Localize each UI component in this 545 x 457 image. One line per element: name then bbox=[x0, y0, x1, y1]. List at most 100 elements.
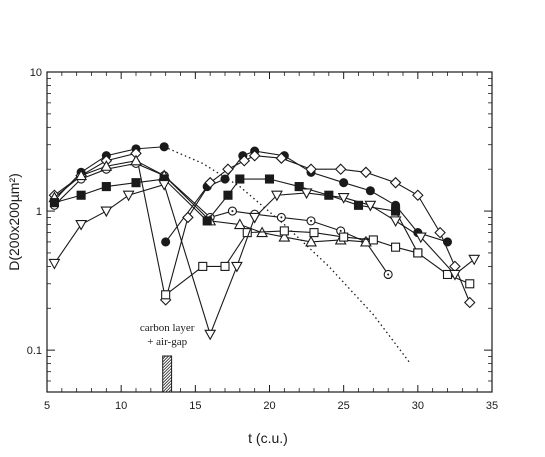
marker-filled-square bbox=[101, 182, 111, 192]
series-group bbox=[48, 142, 481, 365]
y-axis-label: D(200x200µm²) bbox=[6, 173, 22, 271]
marker-open-square bbox=[413, 248, 423, 258]
series-line bbox=[54, 178, 419, 254]
annotation-hatch bbox=[162, 364, 172, 375]
marker-open-triangle-down bbox=[230, 261, 243, 273]
annotation-hatch bbox=[162, 379, 172, 390]
marker-open-square bbox=[339, 232, 349, 242]
marker-open-triangle-up bbox=[305, 235, 317, 247]
x-tick-label: 10 bbox=[115, 400, 127, 412]
series-dotted-1 bbox=[163, 146, 411, 365]
series-open-triangle-down-8 bbox=[48, 180, 481, 341]
marker-filled-square bbox=[202, 216, 212, 226]
x-tick-label: 35 bbox=[486, 400, 498, 412]
marker-filled-square bbox=[294, 182, 304, 192]
marker-diamond bbox=[334, 163, 347, 175]
marker-filled-square bbox=[76, 190, 86, 200]
x-axis-label: t (c.u.) bbox=[248, 430, 288, 446]
annotation-hatch bbox=[162, 358, 172, 369]
x-tick-label: 5 bbox=[44, 400, 50, 412]
marker-open-triangle-down bbox=[248, 212, 261, 224]
marker-filled-circle bbox=[161, 237, 171, 247]
marker-open-circle-dot bbox=[231, 210, 234, 213]
marker-diamond bbox=[248, 149, 261, 162]
annotation-hatch bbox=[162, 356, 172, 366]
axes: 5 10 15 20 25 30 35 0.1 1 10 bbox=[27, 67, 498, 412]
marker-open-triangle-down bbox=[414, 232, 427, 244]
x-tick-label: 20 bbox=[263, 400, 275, 412]
marker-diamond bbox=[204, 176, 216, 189]
marker-open-triangle-down bbox=[389, 216, 402, 228]
annotation-hatch bbox=[162, 367, 172, 378]
marker-open-triangle-down bbox=[448, 269, 461, 281]
marker-open-square bbox=[309, 228, 319, 238]
marker-open-circle-dot bbox=[339, 229, 342, 232]
marker-open-triangle-down bbox=[122, 190, 135, 202]
x-tick-label: 25 bbox=[338, 400, 350, 412]
marker-open-square bbox=[220, 261, 230, 271]
marker-filled-square bbox=[49, 198, 59, 208]
marker-open-triangle-down bbox=[100, 206, 113, 218]
marker-diamond bbox=[412, 189, 424, 202]
marker-filled-square bbox=[235, 174, 245, 184]
x-tick-label: 15 bbox=[189, 400, 201, 412]
annotation-bar bbox=[162, 355, 173, 393]
series-filled-circle-0 bbox=[49, 142, 169, 205]
marker-diamond bbox=[182, 211, 194, 224]
series-open-square-7 bbox=[161, 226, 475, 300]
marker-diamond bbox=[463, 296, 476, 309]
annotation-text: + air-gap bbox=[147, 336, 187, 348]
annotation-hatch bbox=[162, 370, 172, 381]
marker-filled-circle bbox=[339, 178, 349, 188]
annotation-hatch bbox=[162, 356, 164, 357]
marker-open-triangle-up bbox=[278, 230, 291, 242]
annotation-text: carbon layer bbox=[140, 322, 195, 334]
annotation-hatch bbox=[162, 373, 172, 384]
marker-open-triangle-down bbox=[337, 193, 350, 204]
marker-filled-square bbox=[131, 178, 141, 188]
marker-diamond bbox=[360, 166, 372, 179]
marker-open-square bbox=[465, 279, 475, 289]
marker-open-square bbox=[391, 242, 401, 252]
marker-open-triangle-up bbox=[100, 160, 113, 171]
marker-open-circle-dot bbox=[310, 219, 313, 222]
marker-filled-square bbox=[264, 174, 275, 184]
marker-open-square bbox=[161, 290, 171, 300]
marker-filled-circle bbox=[365, 186, 375, 196]
marker-open-triangle-down bbox=[300, 188, 313, 200]
marker-open-square bbox=[279, 226, 289, 236]
marker-open-circle-dot bbox=[387, 273, 390, 276]
marker-diamond bbox=[275, 152, 288, 164]
marker-open-triangle-up bbox=[75, 169, 88, 181]
y-tick-label: 1 bbox=[36, 206, 42, 218]
marker-diamond bbox=[222, 163, 234, 175]
annotation-hatch bbox=[162, 382, 172, 392]
marker-filled-circle bbox=[220, 174, 230, 184]
marker-open-triangle-down bbox=[364, 200, 377, 212]
marker-diamond bbox=[389, 176, 402, 189]
x-tick-label: 30 bbox=[412, 400, 424, 412]
marker-filled-square bbox=[223, 190, 233, 200]
annotation-hatch bbox=[162, 356, 170, 363]
marker-open-triangle-down bbox=[270, 190, 283, 202]
annotation-hatch bbox=[165, 385, 172, 392]
marker-open-triangle-up bbox=[130, 154, 142, 166]
marker-open-circle-dot bbox=[280, 216, 283, 219]
marker-open-triangle-down bbox=[204, 329, 217, 341]
marker-open-triangle-down bbox=[75, 219, 88, 231]
marker-open-triangle-down bbox=[158, 180, 171, 191]
y-tick-label: 0.1 bbox=[27, 345, 42, 357]
marker-open-triangle-down bbox=[468, 254, 481, 266]
series-line bbox=[53, 183, 475, 336]
marker-open-triangle-up bbox=[359, 235, 372, 247]
marker-open-square bbox=[442, 269, 453, 280]
annotation-hatch bbox=[162, 361, 172, 372]
series-line bbox=[54, 160, 366, 243]
annotation-hatch bbox=[162, 376, 172, 387]
annotation-hatch bbox=[162, 356, 167, 360]
annotation-group: carbon layer + air-gap bbox=[140, 322, 195, 393]
marker-open-triangle-down bbox=[48, 258, 61, 270]
marker-open-square bbox=[368, 235, 378, 245]
marker-filled-square bbox=[391, 206, 401, 216]
marker-diamond bbox=[238, 154, 251, 167]
